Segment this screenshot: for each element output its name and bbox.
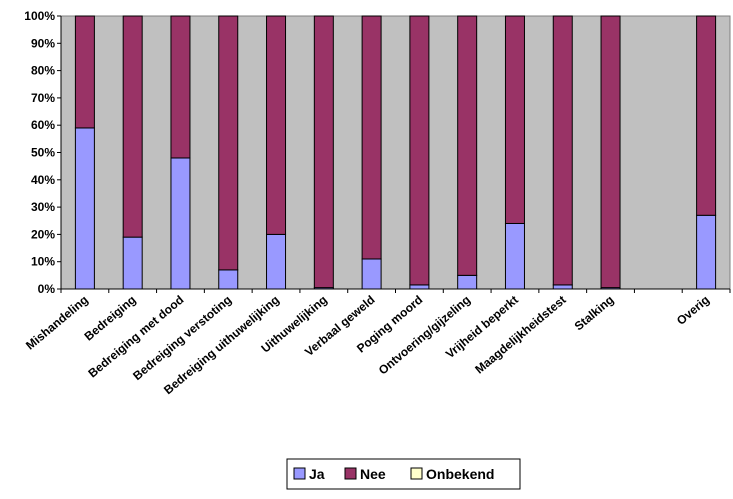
bar-segment-nee-9	[504, 15, 525, 224]
bar-segment-nee-13	[696, 15, 717, 216]
bar-segment-nee-4	[266, 15, 287, 235]
y-tick-label: 70%	[31, 91, 55, 105]
legend-box	[286, 458, 521, 490]
bar-segment-ja-7	[409, 284, 430, 290]
legend-swatch-ja	[293, 467, 306, 480]
x-category-label: Ontvoering/gijzeling	[376, 293, 473, 378]
bar-segment-nee-11	[600, 15, 621, 289]
y-tick-label: 100%	[24, 9, 55, 23]
legend-label-onbekend: Onbekend	[426, 466, 494, 482]
bar-segment-nee-7	[409, 15, 430, 286]
bar-segment-nee-3	[218, 15, 239, 271]
bar-segment-nee-8	[457, 15, 478, 276]
bar-segment-ja-9	[504, 222, 525, 290]
y-tick-label: 80%	[31, 64, 55, 78]
y-tick-label: 90%	[31, 36, 55, 50]
bar-segment-nee-6	[361, 15, 382, 260]
legend-swatch-onbekend	[410, 467, 423, 480]
plot-area	[60, 15, 731, 290]
bar-segment-nee-2	[170, 15, 191, 159]
bar-segment-ja-10	[552, 284, 573, 290]
bar-segment-ja-1	[122, 236, 143, 290]
bar-segment-ja-3	[218, 269, 239, 290]
bar-segment-ja-0	[74, 127, 95, 290]
y-tick-label: 10%	[31, 255, 55, 269]
y-tick-label: 60%	[31, 118, 55, 132]
x-category-label: Overig	[674, 293, 712, 328]
bar-segment-nee-10	[552, 15, 573, 286]
y-tick-label: 0%	[38, 282, 56, 296]
bar-segment-ja-2	[170, 157, 191, 290]
bar-segment-nee-5	[313, 15, 334, 289]
legend-label-ja: Ja	[309, 466, 325, 482]
y-tick-label: 50%	[31, 146, 55, 160]
legend-label-nee: Nee	[360, 466, 386, 482]
x-category-label: Maagdelijkheidstest	[472, 293, 568, 377]
bar-segment-ja-4	[266, 233, 287, 290]
bar-segment-ja-8	[457, 274, 478, 290]
y-tick-label: 20%	[31, 227, 55, 241]
bar-segment-nee-0	[74, 15, 95, 129]
bar-segment-ja-13	[696, 214, 717, 290]
bar-segment-nee-1	[122, 15, 143, 238]
x-category-label: Mishandeling	[23, 293, 91, 353]
y-tick-label: 30%	[31, 200, 55, 214]
legend-swatch-nee	[344, 467, 357, 480]
y-tick-label: 40%	[31, 173, 55, 187]
x-category-label: Stalking	[572, 293, 617, 334]
bar-segment-ja-6	[361, 258, 382, 290]
